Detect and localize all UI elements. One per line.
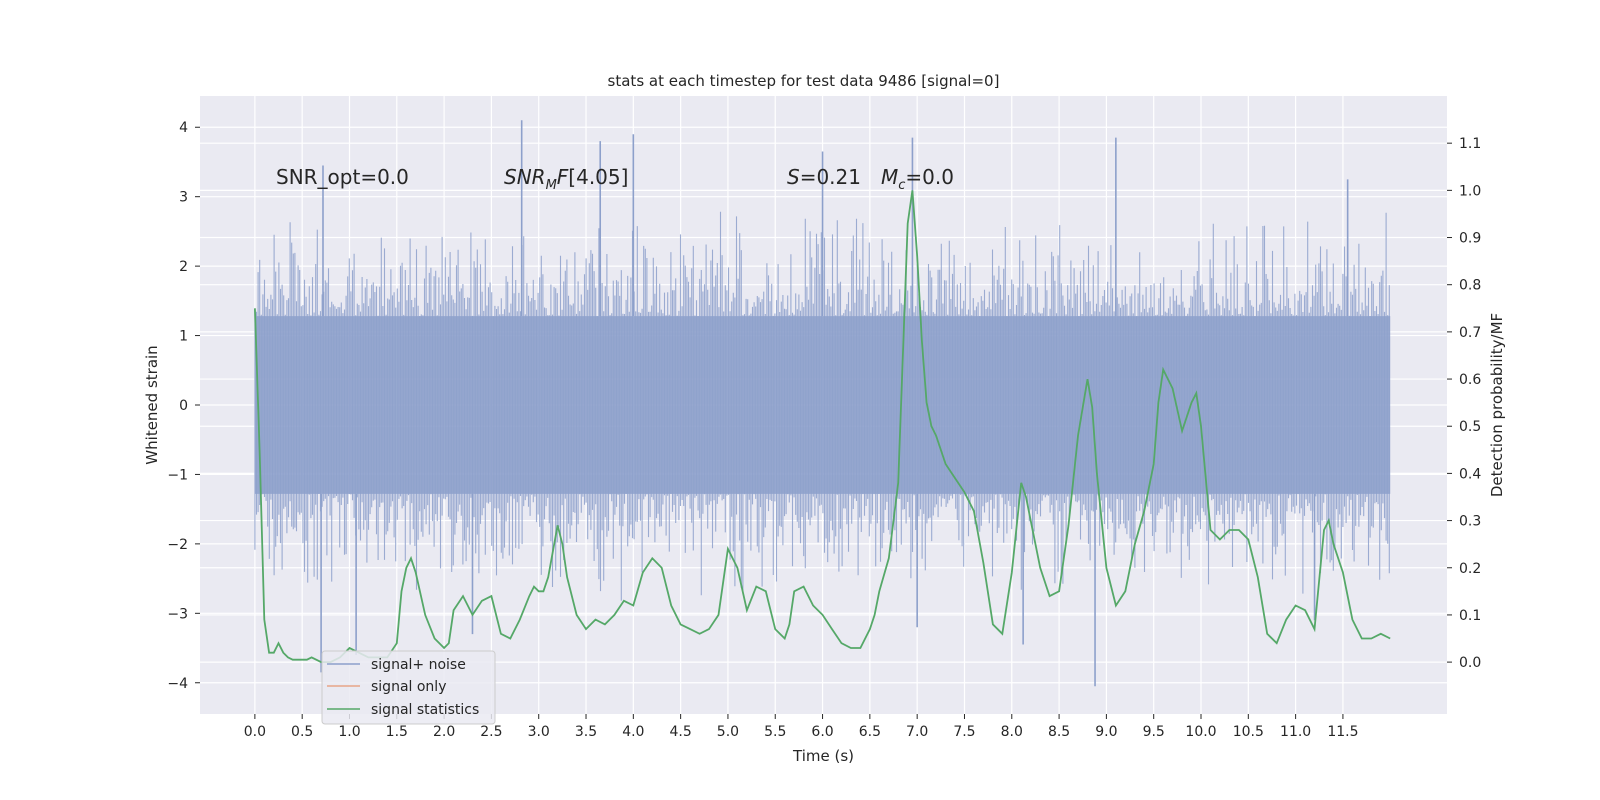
x-tick-label: 3.5: [575, 724, 597, 740]
legend-label-signal-statistics: signal statistics: [371, 702, 479, 718]
x-axis-label: Time (s): [792, 747, 854, 765]
y-tick-label: −3: [167, 606, 188, 622]
y2-tick-label: 0.6: [1459, 372, 1481, 388]
legend-box: [321, 650, 496, 725]
x-tick-label: 10.0: [1185, 724, 1216, 740]
y2-tick-label: 1.1: [1459, 136, 1481, 152]
x-tick-label: 5.0: [717, 724, 739, 740]
mc-annotation: Mc=0.0: [881, 165, 954, 193]
noise-series: [254, 120, 1391, 687]
y-tick-label: −1: [167, 467, 188, 483]
y-tick-label: −4: [167, 676, 188, 692]
x-tick-label: 4.0: [622, 724, 644, 740]
y2-tick-label: 0.5: [1459, 419, 1481, 435]
x-tick-label: 4.5: [670, 724, 692, 740]
x-tick-label: 7.0: [906, 724, 928, 740]
x-tick-label: 9.0: [1095, 724, 1117, 740]
chart-title: stats at each timestep for test data 948…: [608, 72, 1000, 90]
legend-label-signal-noise: signal+ noise: [371, 657, 466, 673]
snr-mf-annotation: SNRMF[4.05]: [504, 165, 628, 193]
y2-tick-label: 0.3: [1459, 514, 1481, 530]
x-tick-label: 9.5: [1143, 724, 1165, 740]
y-tick-label: 2: [179, 259, 188, 275]
y2-tick-label: 0.9: [1459, 231, 1481, 247]
y2-tick-label: 1.0: [1459, 183, 1481, 199]
y-tick-label: 1: [179, 329, 188, 345]
mc-value: =0.0: [905, 165, 954, 189]
x-tick-label: 2.0: [433, 724, 455, 740]
y2-tick-label: 0.4: [1459, 466, 1481, 482]
y-tick-label: −2: [167, 537, 188, 553]
snr-mf-value: [4.05]: [568, 165, 628, 189]
x-tick-label: 5.5: [764, 724, 786, 740]
s-annotation: S=0.21: [787, 165, 861, 189]
x-tick-label: 6.5: [859, 724, 881, 740]
series-line-2: [254, 190, 1391, 663]
x-tick-label: 6.0: [811, 724, 833, 740]
legend-label-signal-only: signal only: [371, 679, 446, 695]
y2-tick-label: 0.1: [1459, 608, 1481, 624]
x-tick-label: 11.5: [1327, 724, 1358, 740]
noise-spikes: [254, 211, 1390, 601]
y-tick-label: 0: [179, 398, 188, 414]
x-tick-label: 11.0: [1280, 724, 1311, 740]
x-tick-label: 8.5: [1048, 724, 1070, 740]
s-value: =0.21: [800, 165, 861, 189]
line-series-layer: [254, 190, 1391, 663]
y-tick-label: 4: [179, 120, 188, 136]
axes-layer: 0.0 0.5 1.0 1.5 2.0 2.5 3.0 3.5 4.0 4.5 5.0 5.5 6.0 6…: [167, 120, 1481, 740]
y2-axis-label: Detection probability/MF: [1488, 313, 1506, 497]
x-tick-label: 10.5: [1233, 724, 1264, 740]
x-tick-label: 1.5: [386, 724, 408, 740]
y2-tick-label: 0.7: [1459, 325, 1481, 341]
x-tick-label: 7.5: [953, 724, 975, 740]
y2-tick-label: 0.0: [1459, 655, 1481, 671]
y-tick-label: 3: [179, 190, 188, 206]
y-axis-label: Whitened strain: [143, 345, 161, 464]
y2-tick-label: 0.8: [1459, 278, 1481, 294]
x-tick-label: 3.0: [528, 724, 550, 740]
snr-opt-annotation: SNR_opt=0.0: [276, 165, 409, 189]
x-tick-label: 0.5: [291, 724, 313, 740]
x-tick-label: 8.0: [1001, 724, 1023, 740]
x-tick-label: 2.5: [480, 724, 502, 740]
legend: signal+ noise signal only signal statist…: [321, 650, 496, 725]
x-tick-label: 1.0: [338, 724, 360, 740]
x-tick-label: 0.0: [244, 724, 266, 740]
y2-tick-label: 0.2: [1459, 561, 1481, 577]
